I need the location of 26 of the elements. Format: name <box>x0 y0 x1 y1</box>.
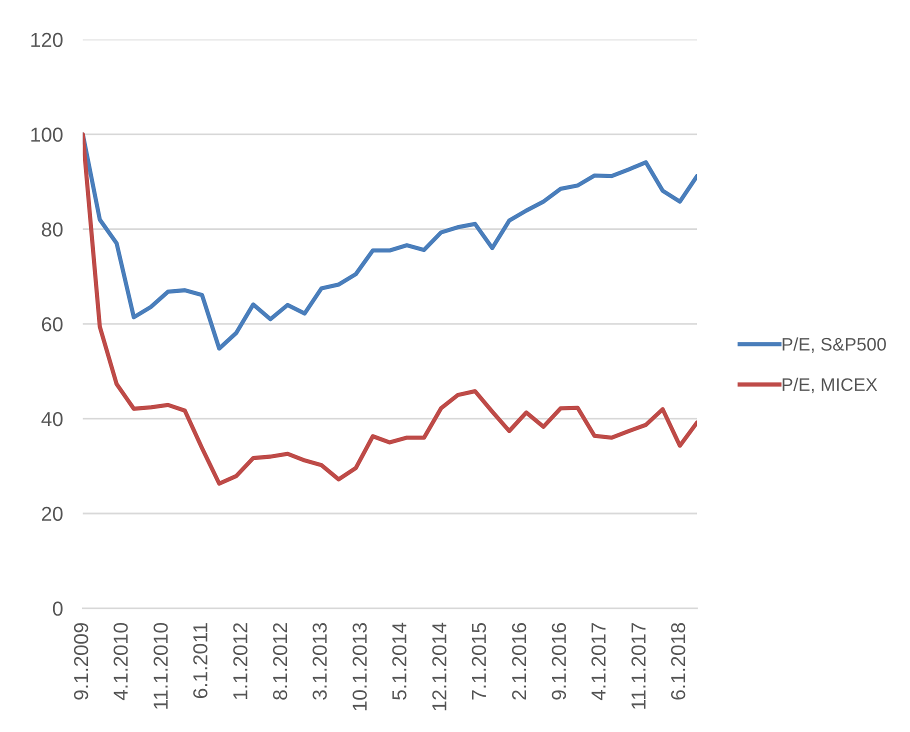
legend-label: P/E, S&P500 <box>782 337 886 353</box>
x-tick-label: 11.1.2010 <box>154 622 168 709</box>
x-tick-label: 3.1.2013 <box>312 623 327 700</box>
x-tick-label: 2.1.2016 <box>512 623 526 700</box>
y-tick-label: 120 <box>31 32 63 48</box>
y-tick-label: 20 <box>42 506 63 521</box>
line-series <box>82 132 698 486</box>
x-tick-label: 10.1.2013 <box>352 623 367 710</box>
x-tick-label: 4.1.2010 <box>114 622 128 700</box>
x-tick-label: 7.1.2015 <box>472 623 486 700</box>
y-tick-label: 0 <box>52 602 63 616</box>
y-tick-label: 100 <box>31 128 63 142</box>
x-tick-label: 8.1.2012 <box>272 623 288 700</box>
x-tick-label: 5.1.2014 <box>392 622 406 700</box>
x-tick-label: 1.1.2012 <box>233 623 248 700</box>
y-tick-label: 40 <box>41 412 63 426</box>
y-tick-label: 80 <box>42 222 63 237</box>
x-tick-label: 9.1.2016 <box>552 623 566 700</box>
x-tick-label: 6.1.2011 <box>193 623 208 698</box>
x-tick-label: 6.1.2018 <box>671 623 686 700</box>
x-tick-label: 12.1.2014 <box>432 622 446 710</box>
x-tick-label: 11.1.2017 <box>631 623 646 709</box>
y-tick-label: 60 <box>42 317 63 332</box>
x-tick-label: 9.1.2009 <box>74 623 88 700</box>
x-tick-label: 4.1.2017 <box>591 623 606 700</box>
legend-label: P/E, MICEX <box>782 378 878 394</box>
